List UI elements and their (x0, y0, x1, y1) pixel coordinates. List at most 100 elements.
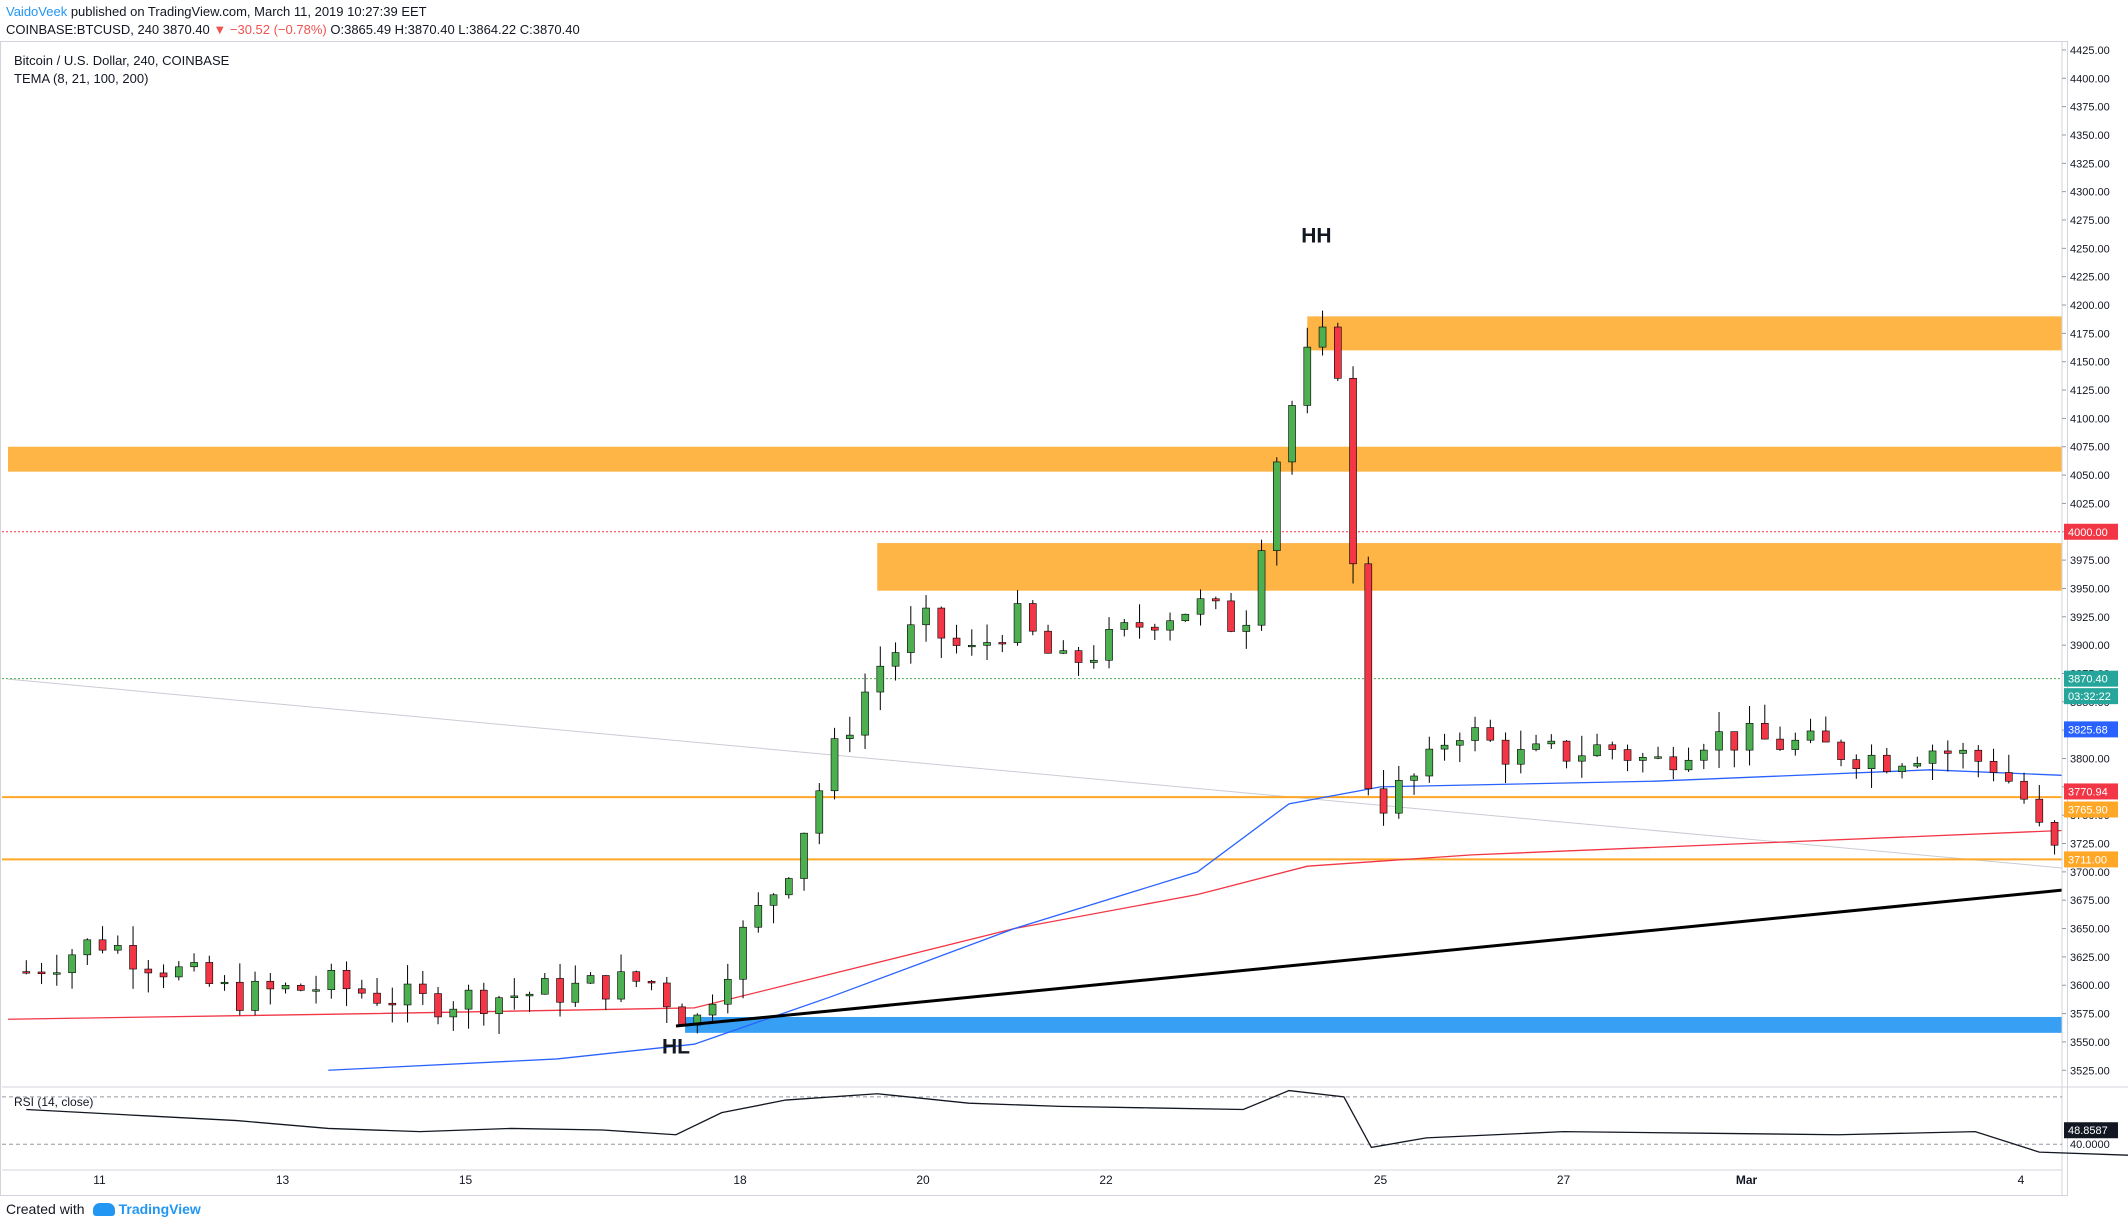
candle (403, 983, 412, 1006)
candle (373, 992, 381, 1004)
rsi-tick-label: 40.0000 (2070, 1139, 2110, 1151)
rsi-last-label: 48.8587 (2068, 1125, 2108, 1137)
zone-orange (1307, 316, 2062, 351)
candle (1745, 723, 1754, 751)
candle (1135, 622, 1144, 628)
candle (739, 926, 747, 980)
candle (1532, 743, 1540, 750)
price-tick-label: 3975.00 (2070, 555, 2110, 567)
candle (1379, 788, 1388, 814)
price-tick-label: 3600.00 (2070, 980, 2110, 992)
price-tick-label: 3725.00 (2070, 839, 2110, 851)
price-tick-label: 3700.00 (2070, 867, 2110, 879)
published-text: published on TradingView.com, March 11, … (70, 4, 427, 19)
price-label-bg (2064, 851, 2118, 868)
ema-red-line (7, 829, 2062, 1020)
candle (1730, 731, 1739, 751)
footer: Created with TradingView (6, 1201, 201, 1217)
candle (1913, 763, 1922, 767)
time-tick-label: 20 (916, 1173, 930, 1187)
time-tick-label: 11 (93, 1173, 106, 1187)
last-price: 3870.40 (162, 22, 210, 37)
candle (525, 993, 534, 997)
price-tick-label: 3575.00 (2070, 1009, 2110, 1021)
price-tick-label: 4425.00 (2070, 45, 2110, 57)
candle (1776, 738, 1784, 750)
tradingview-brand[interactable]: TradingView (118, 1201, 201, 1217)
candle (1410, 775, 1418, 781)
candle (281, 985, 290, 990)
candle (1791, 739, 1800, 750)
candle (800, 832, 808, 879)
price-tick-label: 3900.00 (2070, 640, 2110, 652)
price-tick-label: 4125.00 (2070, 385, 2110, 397)
candle (175, 966, 183, 978)
candle (1501, 739, 1510, 765)
candle (1623, 749, 1632, 761)
candle (1486, 727, 1495, 741)
price-label-text: 4000.00 (2068, 527, 2108, 539)
candle (190, 962, 198, 968)
candle (129, 945, 137, 970)
candle (83, 939, 92, 956)
candle (1684, 759, 1693, 771)
zone-orange (8, 446, 2062, 472)
candle (510, 995, 519, 998)
candle (1517, 749, 1525, 765)
candle (1959, 749, 1967, 754)
price-tick-label: 4225.00 (2070, 272, 2110, 284)
candle (617, 971, 625, 1000)
author-link[interactable]: VaidoVeek (6, 4, 68, 19)
candle (906, 624, 915, 653)
ohlc-values: O:3865.49 H:3870.40 L:3864.22 C:3870.40 (330, 22, 580, 37)
candle (632, 971, 641, 982)
candle (159, 972, 168, 978)
candle (342, 970, 351, 990)
candle (1166, 620, 1174, 631)
price-label-bg (2064, 783, 2118, 800)
candle (540, 978, 549, 995)
candle (1700, 749, 1708, 761)
zone-blue (685, 1016, 2062, 1033)
candle (601, 975, 610, 1000)
price-tick-label: 3625.00 (2070, 952, 2110, 964)
indicator-label: TEMA (8, 21, 100, 200) (14, 71, 149, 86)
candle (1456, 740, 1464, 746)
candle (357, 988, 366, 994)
zone-orange (877, 543, 2062, 591)
candle (708, 1003, 717, 1016)
created-with-text: Created with (6, 1201, 85, 1217)
candle (815, 790, 824, 834)
price-label-bg (2064, 801, 2118, 818)
candle (1837, 741, 1845, 760)
candle (1288, 405, 1296, 463)
candle (1669, 756, 1678, 771)
candle (2050, 821, 2059, 846)
price-tick-label: 4400.00 (2070, 73, 2110, 85)
candle (998, 642, 1007, 645)
candle (830, 738, 839, 792)
rsi-legend: RSI (14, close) (14, 1095, 93, 1109)
candle (1196, 598, 1205, 615)
candle (1044, 630, 1052, 654)
trendline (675, 888, 2062, 1028)
candle (68, 954, 76, 974)
rsi-line (26, 1089, 2128, 1156)
price-tick-label: 4275.00 (2070, 215, 2110, 227)
candle (1867, 754, 1876, 770)
price-label-bg (2064, 688, 2118, 705)
candle (1928, 750, 1937, 764)
candle (754, 904, 763, 928)
candle (1273, 461, 1281, 551)
price-tick-label: 4100.00 (2070, 413, 2110, 425)
candle (1639, 756, 1647, 761)
candle (1120, 622, 1129, 630)
candle (647, 980, 656, 984)
candle (434, 993, 442, 1018)
time-tick-label: 18 (733, 1173, 747, 1187)
time-tick-label: Mar (1736, 1173, 1758, 1187)
candle (1562, 740, 1571, 762)
candle (1852, 759, 1861, 770)
candle (1242, 624, 1251, 632)
